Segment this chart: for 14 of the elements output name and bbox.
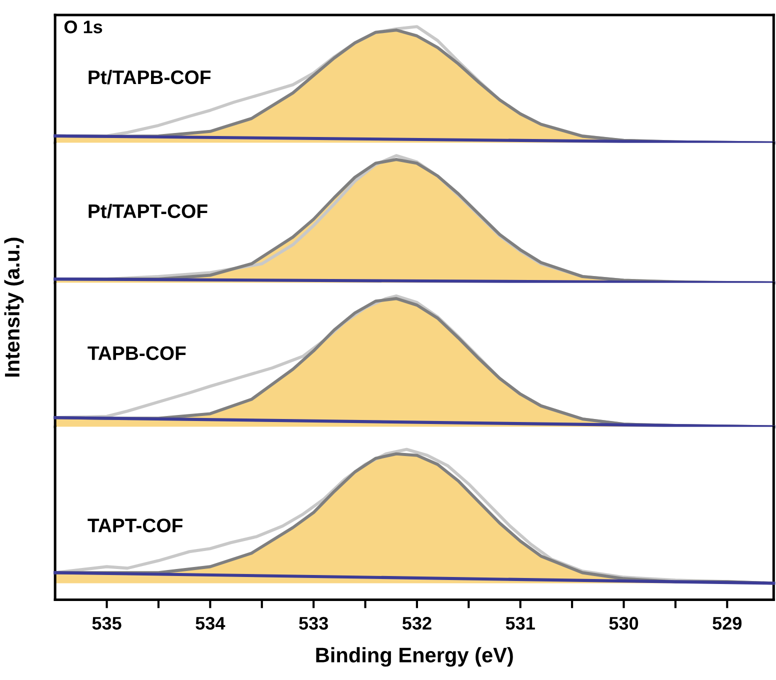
annotation: TAPT-COF	[88, 518, 182, 532]
y-axis-title: Intensity (a.u.)	[4, 238, 24, 377]
annotation: Pt/TAPT-COF	[88, 204, 208, 218]
x-axis-title: Binding Energy (eV)	[316, 647, 513, 667]
x-tick-label: 532	[402, 616, 432, 630]
annotation: O 1s	[64, 20, 102, 34]
x-tick-label: 535	[92, 616, 122, 630]
annotation: Pt/TAPB-COF	[88, 70, 211, 84]
x-tick-label: 533	[299, 616, 328, 630]
x-tick-label: 531	[506, 616, 535, 630]
annotation: TAPB-COF	[88, 346, 186, 360]
x-tick-label: 534	[196, 616, 226, 630]
x-tick-label: 529	[712, 616, 742, 630]
x-tick-label: 530	[609, 616, 638, 630]
